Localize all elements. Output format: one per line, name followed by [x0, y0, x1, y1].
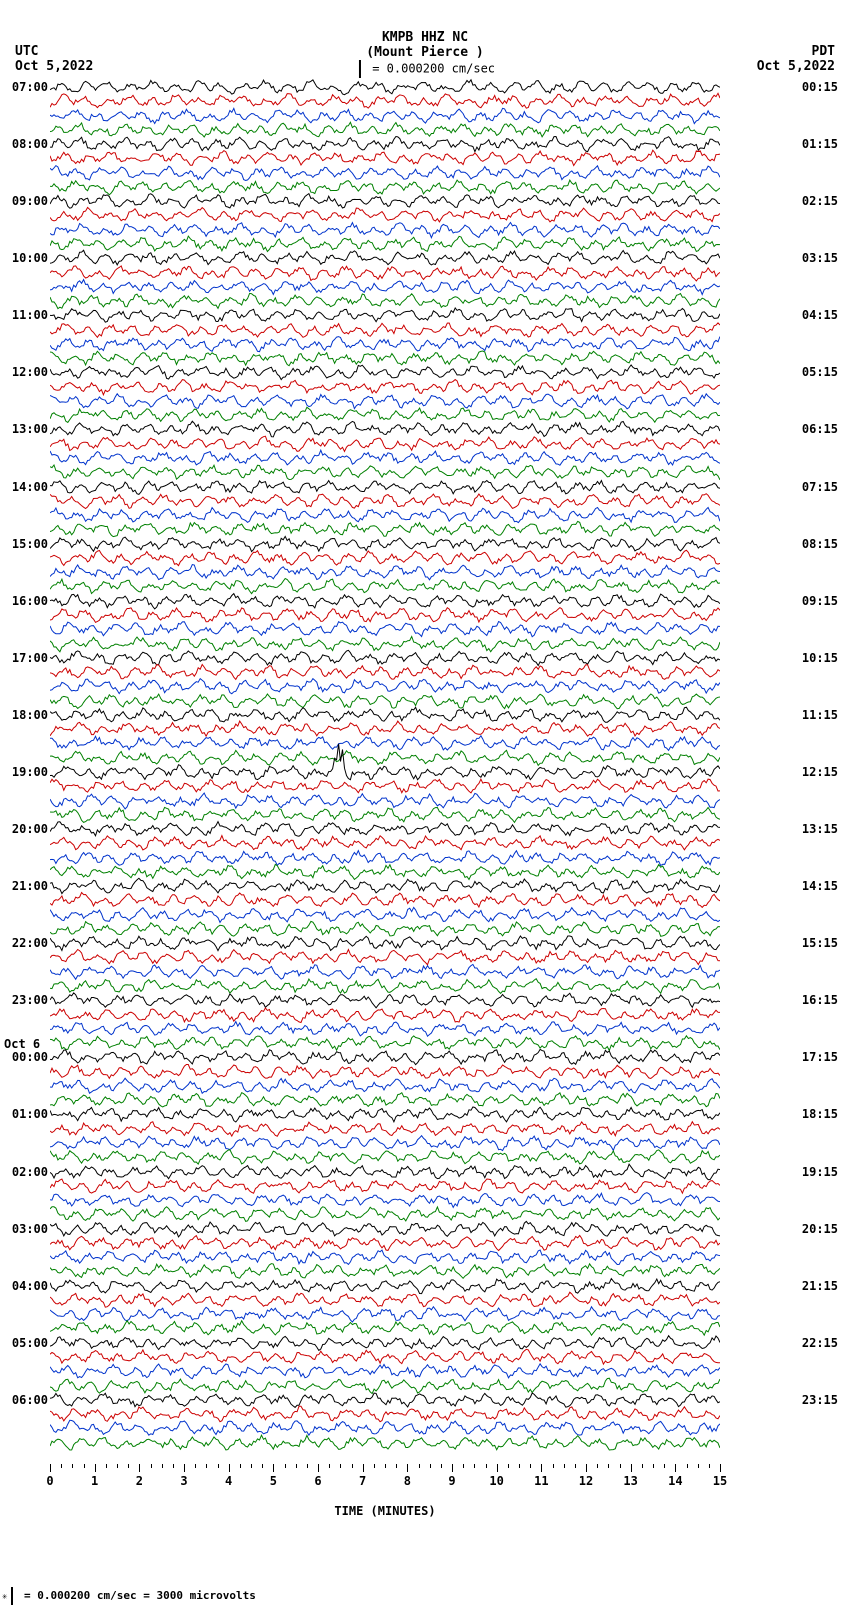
utc-label: UTC Oct 5,2022 — [15, 44, 93, 74]
pdt-hour-label: 11:15 — [802, 708, 838, 722]
pdt-hour-label: 05:15 — [802, 365, 838, 379]
x-tick-label: 5 — [270, 1474, 277, 1488]
header: KMPB HHZ NC (Mount Pierce ) = 0.000200 c… — [0, 30, 850, 80]
pdt-hour-label: 22:15 — [802, 1336, 838, 1350]
utc-hour-label: 01:00 — [8, 1107, 48, 1121]
x-tick-label: 9 — [448, 1474, 455, 1488]
utc-hour-label: 20:00 — [8, 822, 48, 836]
title-block: KMPB HHZ NC (Mount Pierce ) = 0.000200 c… — [355, 30, 495, 78]
pdt-hour-label: 16:15 — [802, 993, 838, 1007]
x-tick-label: 14 — [668, 1474, 682, 1488]
utc-hour-label: 21:00 — [8, 879, 48, 893]
utc-hour-label: 22:00 — [8, 936, 48, 950]
scale-indicator: = 0.000200 cm/sec — [355, 60, 495, 78]
pdt-hour-label: 18:15 — [802, 1107, 838, 1121]
pdt-hour-label: 02:15 — [802, 194, 838, 208]
utc-hour-label: 13:00 — [8, 422, 48, 436]
x-tick-label: 0 — [46, 1474, 53, 1488]
utc-hour-label: 19:00 — [8, 765, 48, 779]
x-tick-label: 1 — [91, 1474, 98, 1488]
x-axis: 0123456789101112131415 TIME (MINUTES) — [50, 1464, 720, 1518]
utc-hour-label: 03:00 — [8, 1222, 48, 1236]
pdt-hour-label: 01:15 — [802, 137, 838, 151]
utc-hour-label: 18:00 — [8, 708, 48, 722]
x-tick-label: 10 — [489, 1474, 503, 1488]
x-axis-ticks: 0123456789101112131415 — [50, 1464, 720, 1489]
x-tick-label: 3 — [180, 1474, 187, 1488]
pdt-label: PDT Oct 5,2022 — [757, 44, 835, 74]
x-tick-label: 15 — [713, 1474, 727, 1488]
x-tick-label: 4 — [225, 1474, 232, 1488]
pdt-hour-label: 15:15 — [802, 936, 838, 950]
utc-hour-label: 23:00 — [8, 993, 48, 1007]
scale-bar-icon — [11, 1587, 13, 1605]
footer-scale: ✳ = 0.000200 cm/sec = 3000 microvolts — [2, 1587, 256, 1605]
pdt-hour-label: 14:15 — [802, 879, 838, 893]
pdt-hour-label: 21:15 — [802, 1279, 838, 1293]
utc-hour-label: 02:00 — [8, 1165, 48, 1179]
pdt-hour-label: 12:15 — [802, 765, 838, 779]
x-tick-label: 12 — [579, 1474, 593, 1488]
x-tick-label: 11 — [534, 1474, 548, 1488]
utc-hour-label: 08:00 — [8, 137, 48, 151]
pdt-hour-label: 13:15 — [802, 822, 838, 836]
scale-bar-icon — [359, 60, 361, 78]
utc-hour-label: 14:00 — [8, 480, 48, 494]
pdt-hour-label: 19:15 — [802, 1165, 838, 1179]
x-tick-label: 13 — [623, 1474, 637, 1488]
x-tick-label: 6 — [314, 1474, 321, 1488]
utc-hour-label: 04:00 — [8, 1279, 48, 1293]
pdt-hour-label: 23:15 — [802, 1393, 838, 1407]
x-axis-label: TIME (MINUTES) — [50, 1504, 720, 1518]
utc-hour-label: 05:00 — [8, 1336, 48, 1350]
x-tick-label: 2 — [136, 1474, 143, 1488]
utc-hour-label: 16:00 — [8, 594, 48, 608]
utc-hour-label: 10:00 — [8, 251, 48, 265]
utc-hour-label: 07:00 — [8, 80, 48, 94]
pdt-hour-label: 20:15 — [802, 1222, 838, 1236]
utc-hour-label: 09:00 — [8, 194, 48, 208]
utc-hour-label: 00:00 — [8, 1050, 48, 1064]
pdt-hour-label: 03:15 — [802, 251, 838, 265]
x-tick-label: 8 — [404, 1474, 411, 1488]
pdt-hour-label: 07:15 — [802, 480, 838, 494]
utc-hour-label: 06:00 — [8, 1393, 48, 1407]
pdt-hour-label: 06:15 — [802, 422, 838, 436]
x-tick-label: 7 — [359, 1474, 366, 1488]
pdt-hour-label: 09:15 — [802, 594, 838, 608]
utc-hour-label: 17:00 — [8, 651, 48, 665]
seismogram-plot — [50, 87, 720, 1457]
pdt-hour-label: 00:15 — [802, 80, 838, 94]
pdt-hour-label: 10:15 — [802, 651, 838, 665]
station-location: (Mount Pierce ) — [355, 45, 495, 60]
pdt-hour-label: 08:15 — [802, 537, 838, 551]
pdt-hour-label: 17:15 — [802, 1050, 838, 1064]
utc-hour-label: 11:00 — [8, 308, 48, 322]
station-code: KMPB HHZ NC — [355, 30, 495, 45]
pdt-hour-label: 04:15 — [802, 308, 838, 322]
utc-hour-label: 15:00 — [8, 537, 48, 551]
date-break-label: Oct 6 — [4, 1037, 40, 1051]
utc-hour-label: 12:00 — [8, 365, 48, 379]
